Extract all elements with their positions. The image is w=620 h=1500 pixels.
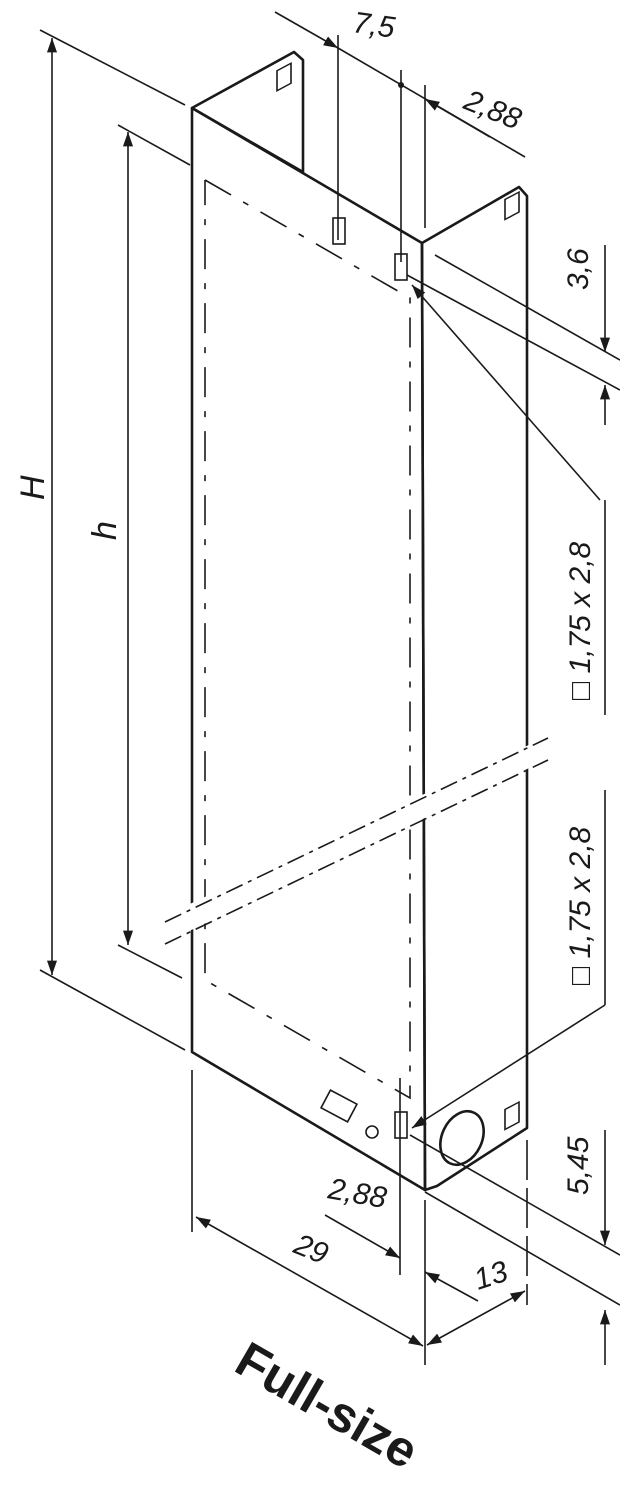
dim-5-45: 5,45 (562, 1136, 595, 1195)
screw-hole (365, 1125, 379, 1139)
upper-slot-1 (332, 217, 346, 245)
round-hole (439, 1109, 485, 1167)
dimension-5-45: 5,45 (409, 1130, 620, 1365)
dim-slot-lower: □ 1,75 x 2,8 (564, 826, 597, 985)
dimension-H: H (14, 29, 186, 1051)
right-tab-slot (504, 190, 520, 221)
dimension-3-6: 3,6 (406, 245, 620, 425)
dim-3-6: 3,6 (562, 248, 595, 290)
top-tab-slot (276, 62, 292, 92)
bottom-tab-slot (504, 1100, 520, 1131)
right-flange (420, 185, 529, 1192)
dim-slot-upper: □ 1,75 x 2,8 (564, 541, 597, 700)
dimension-h: h (86, 124, 191, 979)
dimension-top: 7,5 2,88 (274, 6, 526, 262)
dim-7-5: 7,5 (351, 6, 397, 45)
slot-callout-lower: □ 1,75 x 2,8 (411, 790, 606, 1129)
label-H: H (14, 475, 52, 500)
front-panel (190, 50, 529, 1192)
back-flange (190, 50, 305, 174)
front-face (190, 106, 427, 1192)
dim-2-88-bottom: 2,88 (325, 1172, 390, 1215)
slot-callout-upper: □ 1,75 x 2,8 (411, 284, 606, 715)
label-h: h (86, 521, 124, 540)
lower-slot (394, 1111, 408, 1139)
dim-29: 29 (288, 1228, 333, 1272)
usable-area-outline (204, 179, 411, 1100)
break-lines (160, 735, 550, 945)
drawing-title: Full-size (227, 1331, 428, 1480)
bottom-rect-slot (319, 1089, 359, 1123)
dim-13: 13 (470, 1255, 512, 1297)
dim-2-88-top: 2,88 (458, 84, 526, 137)
